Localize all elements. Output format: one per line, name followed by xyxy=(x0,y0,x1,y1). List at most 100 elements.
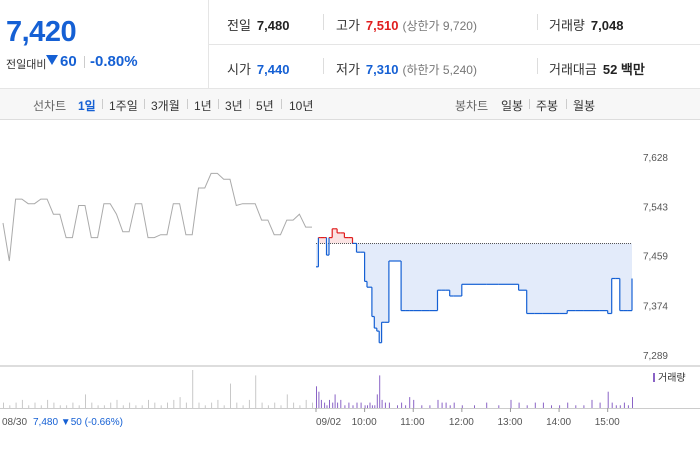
x-tick-label: 09/02 xyxy=(316,417,341,428)
stat-value: 52 백만 xyxy=(602,62,645,77)
volume-bar xyxy=(332,402,334,408)
current-price: 7,420 xyxy=(6,16,77,48)
tab-1day[interactable]: 1일 xyxy=(78,99,96,113)
stat-label: 시가 xyxy=(227,62,251,77)
volume-bar xyxy=(154,402,156,408)
volume-bar xyxy=(3,402,4,408)
volume-bar xyxy=(344,405,346,408)
volume-bar xyxy=(445,402,447,408)
stat-label: 거래대금 xyxy=(549,62,597,77)
volume-bar xyxy=(129,402,131,408)
volume-bar xyxy=(173,399,175,408)
volume-bar xyxy=(409,397,411,408)
volume-bar xyxy=(160,405,162,408)
volume-legend-label: 거래량 xyxy=(658,372,686,384)
tab-1year[interactable]: 1년 xyxy=(194,99,212,113)
divider xyxy=(537,58,538,74)
volume-bar xyxy=(441,402,443,408)
divider xyxy=(84,56,85,68)
stat-open: 시가 7,440 xyxy=(227,59,289,78)
volume-bar xyxy=(405,405,407,408)
volume-bar xyxy=(198,402,200,408)
tab-weekly-candle[interactable]: 주봉 xyxy=(536,99,559,113)
volume-bar xyxy=(230,383,231,408)
volume-bar xyxy=(318,391,320,408)
volume-bar xyxy=(47,399,49,408)
volume-bar xyxy=(141,405,143,408)
line-chart-label: 선차트 xyxy=(33,99,67,113)
volume-bar xyxy=(255,375,257,408)
volume-bar xyxy=(599,402,601,408)
divider xyxy=(102,99,103,109)
volume-bar xyxy=(374,405,376,408)
volume-bar xyxy=(15,402,17,408)
tab-monthly-candle[interactable]: 월봉 xyxy=(573,99,596,113)
volume-bar xyxy=(632,397,633,408)
volume-bar xyxy=(623,402,625,408)
x-tick-label: 13:00 xyxy=(497,417,522,428)
volume-bar xyxy=(421,405,423,408)
stat-label: 전일 xyxy=(227,18,251,33)
volume-bar xyxy=(116,399,118,408)
y-tick-label: 7,374 xyxy=(643,301,668,312)
tab-3month[interactable]: 3개월 xyxy=(151,99,180,113)
volume-bar xyxy=(384,402,386,408)
tab-5year[interactable]: 5년 xyxy=(256,99,274,113)
x-axis: 09/02 10:00 11:00 12:00 13:00 14:00 15:00 xyxy=(315,408,620,428)
change-percent: -0.80% xyxy=(90,53,138,70)
volume-bar xyxy=(526,405,528,408)
volume-bar xyxy=(28,405,30,408)
x-tick-label: 12:00 xyxy=(449,417,474,428)
volume-bar xyxy=(453,402,455,408)
volume-bar xyxy=(337,402,339,408)
volume-bar xyxy=(135,405,137,408)
y-tick-label: 7,459 xyxy=(643,252,668,263)
volume-bars xyxy=(3,370,633,408)
volume-bar xyxy=(66,405,68,408)
volume-bar xyxy=(340,399,342,408)
volume-bar xyxy=(34,402,36,408)
stat-value: 7,510 xyxy=(365,18,399,33)
chart-period-tabs: 선차트 1일 1주일 3개월 1년 3년 5년 10년 봉차트 일봉 주봉 월봉 xyxy=(0,89,700,120)
volume-bar xyxy=(223,405,225,408)
tab-3year[interactable]: 3년 xyxy=(225,99,243,113)
volume-bar xyxy=(334,394,336,408)
volume-bar xyxy=(461,405,463,408)
stat-label: 거래량 xyxy=(549,18,585,33)
volume-bar xyxy=(356,402,358,408)
volume-bar xyxy=(286,394,288,408)
stat-value: 7,480 xyxy=(256,18,290,33)
y-tick-label: 7,628 xyxy=(643,153,668,164)
tab-10year[interactable]: 10년 xyxy=(289,99,314,113)
volume-bar xyxy=(148,399,149,408)
volume-bar xyxy=(486,402,488,408)
volume-bar xyxy=(316,386,317,408)
volume-bar xyxy=(367,405,368,408)
volume-bar xyxy=(429,405,431,408)
tab-1week[interactable]: 1주일 xyxy=(109,99,138,113)
stat-prev-close: 전일 7,480 xyxy=(227,15,289,34)
volume-bar xyxy=(583,405,585,408)
volume-bar xyxy=(619,405,621,408)
tab-daily-candle[interactable]: 일봉 xyxy=(501,99,524,113)
volume-bar xyxy=(615,405,617,408)
quote-header: 7,420 전일대비 60 -0.80% 전일 7,480 고가 7,510 (상한가… xyxy=(0,0,700,89)
prev-day-line xyxy=(2,172,312,262)
stat-label: 고가 xyxy=(336,18,360,33)
stat-amount: 거래대금 52 백만 xyxy=(549,59,645,78)
divider xyxy=(144,99,145,109)
divider xyxy=(187,99,188,109)
change-label: 전일대비 xyxy=(6,59,47,71)
prev-day-summary: 7,480 ▼50 (-0.66%) xyxy=(33,417,123,428)
divider xyxy=(249,99,250,109)
volume-bar xyxy=(376,394,378,408)
volume-bar xyxy=(248,399,250,408)
volume-bar xyxy=(320,399,322,408)
volume-bar xyxy=(110,402,112,408)
prev-day-date: 08/30 xyxy=(2,417,27,428)
volume-bar xyxy=(534,402,536,408)
divider xyxy=(323,58,324,74)
divider xyxy=(281,99,282,109)
candle-chart-label: 봉차트 xyxy=(455,99,489,113)
volume-bar xyxy=(78,405,80,408)
